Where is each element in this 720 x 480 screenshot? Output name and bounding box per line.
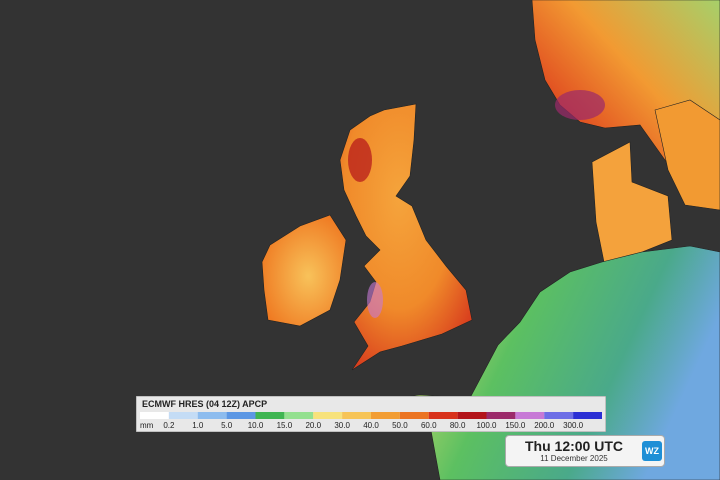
legend-title: ECMWF HRES (04 12Z) APCP (142, 399, 267, 409)
sweden-coast (654, 99, 720, 211)
legend-swatch (313, 412, 343, 419)
legend-swatch (428, 412, 458, 419)
legend-label: 40.0 (363, 421, 379, 430)
legend-label: 150.0 (505, 421, 526, 430)
legend-label: 15.0 (277, 421, 293, 430)
legend-swatch (140, 412, 169, 419)
legend-label: 200.0 (534, 421, 555, 430)
legend-label: 30.0 (334, 421, 350, 430)
legend-swatch (255, 412, 285, 419)
legend-label: 60.0 (421, 421, 437, 430)
legend-label: 10.0 (248, 421, 264, 430)
legend-label: 1.0 (192, 421, 204, 430)
heavy-rain-area (555, 90, 605, 120)
legend-swatch (457, 412, 487, 419)
legend: ECMWF HRES (04 12Z) APCP mm 0.2 1.0 5.0 10.… (136, 396, 606, 432)
legend-label: 5.0 (221, 421, 233, 430)
denmark (591, 141, 673, 263)
legend-swatch (284, 412, 314, 419)
legend-label: 50.0 (392, 421, 408, 430)
legend-swatch (486, 412, 516, 419)
legend-swatch (544, 412, 574, 419)
legend-unit: mm (140, 421, 154, 430)
legend-swatch (515, 412, 545, 419)
legend-label: 20.0 (305, 421, 321, 430)
heavy-rain-area (348, 138, 372, 182)
legend-swatches (140, 412, 602, 419)
ireland (261, 214, 347, 327)
time-label: Thu 12:00 UTC (524, 438, 623, 454)
legend-label: 80.0 (450, 421, 466, 430)
time-date: 11 December 2025 (540, 454, 608, 463)
legend-swatch (168, 412, 198, 419)
legend-swatch (226, 412, 256, 419)
heavy-rain-area (367, 282, 383, 318)
legend-swatch (342, 412, 371, 419)
legend-swatch (573, 412, 602, 419)
legend-label: 0.2 (163, 421, 175, 430)
legend-swatch (371, 412, 400, 419)
legend-swatch (197, 412, 227, 419)
legend-labels: 0.2 1.0 5.0 10.0 15.0 20.0 30.0 40.0 50.0 60.0 80.… (163, 421, 583, 430)
logo: WZ (642, 441, 662, 461)
legend-swatch (399, 412, 429, 419)
legend-label: 300.0 (563, 421, 584, 430)
legend-label: 100.0 (476, 421, 497, 430)
time-box: Thu 12:00 UTC 11 December 2025 WZ (505, 435, 665, 467)
